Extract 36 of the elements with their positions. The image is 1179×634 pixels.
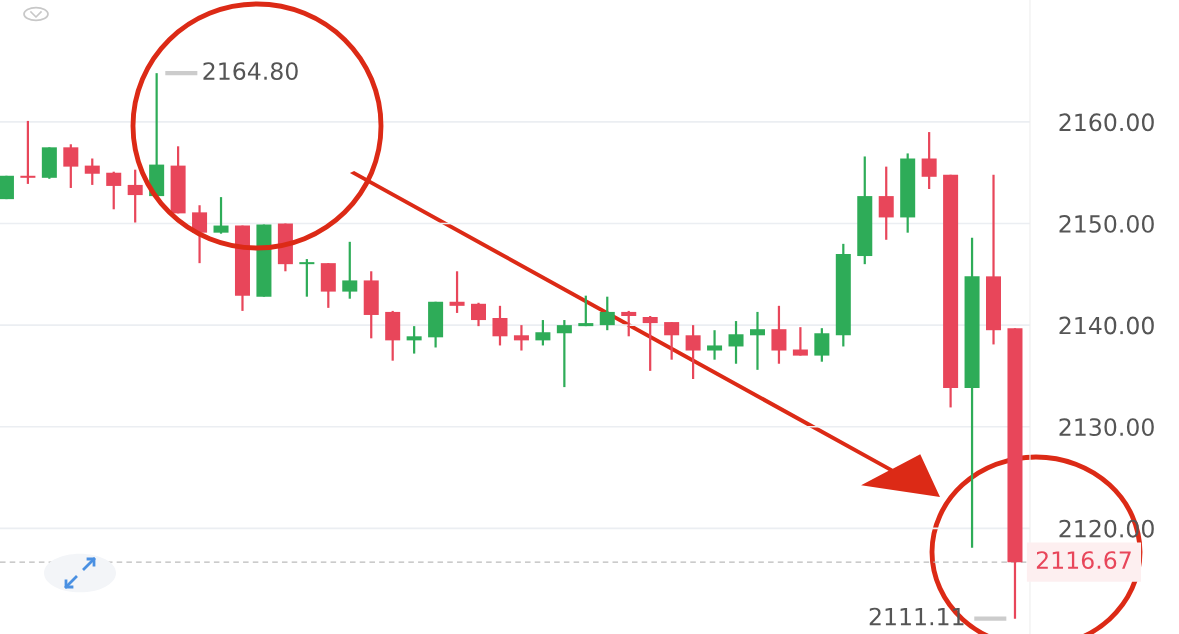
candlestick <box>685 324 701 381</box>
candlestick <box>921 130 937 191</box>
candlestick <box>578 294 594 328</box>
candlestick <box>406 325 422 355</box>
candlestick <box>771 304 787 365</box>
candlestick <box>599 295 615 332</box>
candlestick <box>878 165 894 241</box>
candlestick <box>342 240 358 300</box>
y-tick-label: 2160.00 <box>1059 113 1154 132</box>
candlestick <box>471 301 487 328</box>
candlestick <box>213 196 229 235</box>
candlestick <box>127 168 143 224</box>
candlestick <box>792 326 808 357</box>
candlestick <box>535 318 551 347</box>
candlestick <box>749 310 765 371</box>
candlestick <box>814 327 830 363</box>
candlestick <box>63 143 79 190</box>
candlestick <box>664 320 680 361</box>
candlestick <box>513 324 529 352</box>
y-tick-label: 2150.00 <box>1059 214 1154 233</box>
ref-line-label: 2116.67 <box>1036 551 1131 570</box>
candlestick <box>192 204 208 265</box>
y-tick-label: 2130.00 <box>1059 418 1154 437</box>
y-tick-label: 2140.00 <box>1059 316 1154 335</box>
candlestick <box>84 157 100 187</box>
candlestick <box>299 257 315 298</box>
candlestick <box>492 304 508 347</box>
candlestick <box>106 170 122 211</box>
candlestick <box>728 319 744 365</box>
annotation: 2164.80 <box>203 62 298 80</box>
candlestick <box>621 309 637 338</box>
candlestick <box>556 318 572 389</box>
candlestick <box>642 314 658 372</box>
candlestick <box>707 329 723 361</box>
candlestick <box>20 119 36 186</box>
candlestick <box>449 270 465 315</box>
